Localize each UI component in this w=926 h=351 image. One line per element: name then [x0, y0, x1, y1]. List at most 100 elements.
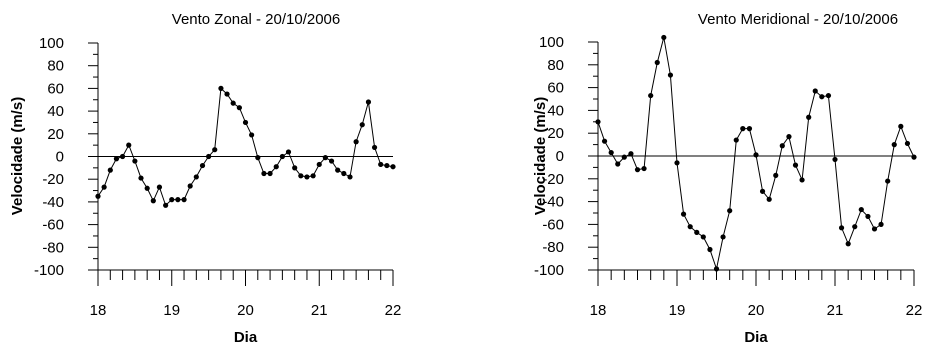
- zonal-data-point: [292, 165, 297, 170]
- meridional-data-point: [885, 178, 890, 183]
- meridional-y-tick-label: 40: [547, 102, 564, 119]
- zonal-data-point: [317, 162, 322, 167]
- meridional-data-point: [826, 93, 831, 98]
- zonal-data-point: [102, 185, 107, 190]
- zonal-data-point: [126, 143, 131, 148]
- meridional-data-point: [852, 224, 857, 229]
- zonal-x-tick-label: 20: [237, 302, 254, 319]
- meridional-data-point: [799, 177, 804, 182]
- meridional-data-point: [595, 119, 600, 124]
- meridional-data-point: [661, 35, 666, 40]
- meridional-data-point: [839, 225, 844, 230]
- zonal-data-point: [188, 183, 193, 188]
- zonal-data-point: [169, 197, 174, 202]
- meridional-data-point: [878, 222, 883, 227]
- meridional-chart-title: Vento Meridional - 20/10/2006: [698, 11, 898, 28]
- zonal-data-point: [249, 132, 254, 137]
- meridional-data-point: [760, 189, 765, 194]
- meridional-data-point: [740, 126, 745, 131]
- meridional-data-point: [832, 157, 837, 162]
- meridional-data-point: [793, 163, 798, 168]
- meridional-y-tick-label: 0: [556, 148, 564, 165]
- zonal-data-point: [212, 147, 217, 152]
- meridional-data-point: [668, 72, 673, 77]
- zonal-y-tick-label: 40: [47, 103, 64, 120]
- zonal-data-point: [145, 186, 150, 191]
- zonal-data-point: [151, 198, 156, 203]
- zonal-data-point: [206, 154, 211, 159]
- meridional-data-point: [635, 167, 640, 172]
- meridional-data-point: [905, 141, 910, 146]
- meridional-data-point: [813, 88, 818, 93]
- zonal-y-tick-label: 100: [39, 35, 64, 52]
- meridional-data-point: [846, 241, 851, 246]
- zonal-data-point: [243, 120, 248, 125]
- meridional-y-tick-label: -100: [534, 262, 564, 279]
- zonal-data-point: [218, 86, 223, 91]
- zonal-data-point: [354, 139, 359, 144]
- zonal-data-point: [231, 101, 236, 106]
- chart-meridional-svg: Vento Meridional - 20/10/2006 100 80 60 40 20…: [463, 0, 926, 351]
- chart-zonal: Vento Zonal - 20/10/2006 100 80 60 40 20 0 -20 -…: [0, 0, 463, 351]
- zonal-x-tick-label: 21: [311, 302, 328, 319]
- zonal-y-tick-label: 60: [47, 80, 64, 97]
- zonal-data-point: [366, 99, 371, 104]
- zonal-data-point: [329, 158, 334, 163]
- zonal-y-tick-label: 20: [47, 126, 64, 143]
- meridional-data-point: [674, 160, 679, 165]
- meridional-data-point: [786, 134, 791, 139]
- meridional-x-tick-label: 21: [827, 302, 844, 319]
- zonal-y-tick-label: -20: [42, 171, 64, 188]
- zonal-data-point: [390, 164, 395, 169]
- meridional-y-tick-label: 100: [539, 34, 564, 51]
- zonal-data-point: [138, 175, 143, 180]
- meridional-data-point: [622, 155, 627, 160]
- zonal-data-point: [311, 173, 316, 178]
- meridional-data-point: [641, 166, 646, 171]
- zonal-data-point: [335, 168, 340, 173]
- meridional-data-point: [615, 161, 620, 166]
- meridional-y-tick-label: 60: [547, 80, 564, 97]
- chart-meridional: Vento Meridional - 20/10/2006 100 80 60 40 20…: [463, 0, 926, 351]
- zonal-data-point: [360, 122, 365, 127]
- meridional-data-point: [707, 247, 712, 252]
- zonal-x-tick-label: 19: [163, 302, 180, 319]
- meridional-x-tick-label: 22: [906, 302, 923, 319]
- meridional-y-tick-label: 80: [547, 57, 564, 74]
- meridional-data-point: [859, 207, 864, 212]
- meridional-y-axis-label: Velocidade (m/s): [532, 97, 549, 215]
- zonal-data-point: [255, 155, 260, 160]
- zonal-data-point: [114, 156, 119, 161]
- zonal-data-point: [378, 162, 383, 167]
- zonal-y-tick-label: -60: [42, 217, 64, 234]
- zonal-data-point: [237, 105, 242, 110]
- zonal-x-tick-label: 22: [385, 302, 402, 319]
- meridional-data-point: [898, 124, 903, 129]
- meridional-data-point: [609, 150, 614, 155]
- zonal-series-line: [98, 88, 393, 205]
- meridional-data-point: [720, 234, 725, 239]
- zonal-y-tick-label: 80: [47, 58, 64, 75]
- meridional-y-tick-label: -60: [542, 216, 564, 233]
- zonal-y-tick-label: 0: [56, 149, 64, 166]
- zonal-data-point: [132, 158, 137, 163]
- zonal-data-point: [95, 194, 100, 199]
- zonal-data-point: [347, 174, 352, 179]
- zonal-data-point: [157, 185, 162, 190]
- zonal-data-point: [261, 171, 266, 176]
- meridional-data-point: [753, 152, 758, 157]
- zonal-data-point: [298, 173, 303, 178]
- zonal-y-tick-label: -80: [42, 239, 64, 256]
- meridional-data-point: [681, 212, 686, 217]
- meridional-data-point: [780, 143, 785, 148]
- zonal-y-tick-label: -100: [34, 262, 64, 279]
- meridional-data-point: [714, 266, 719, 271]
- zonal-data-point: [341, 171, 346, 176]
- meridional-data-point: [655, 60, 660, 65]
- meridional-data-point: [688, 224, 693, 229]
- zonal-data-point: [200, 163, 205, 168]
- meridional-y-tick-label: -80: [542, 239, 564, 256]
- meridional-data-point: [865, 214, 870, 219]
- zonal-data-point: [120, 154, 125, 159]
- zonal-data-point: [108, 168, 113, 173]
